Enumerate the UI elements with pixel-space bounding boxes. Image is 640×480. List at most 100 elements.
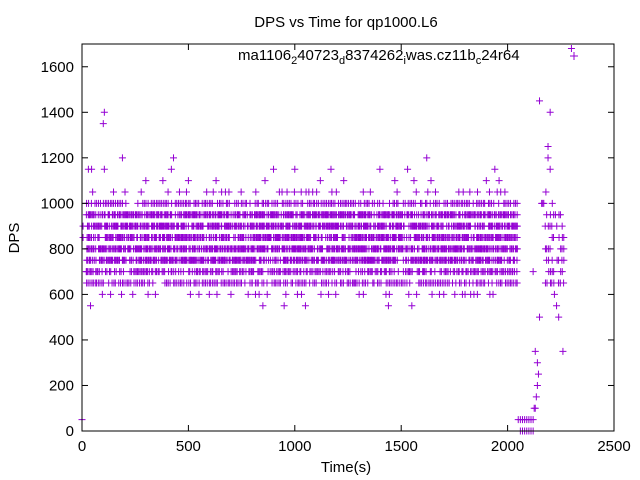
data-point <box>87 302 95 310</box>
data-point <box>384 302 392 310</box>
data-point <box>332 188 340 196</box>
data-point <box>550 268 558 276</box>
data-point <box>531 404 539 412</box>
data-point <box>424 188 432 196</box>
x-tick-label: 2000 <box>491 438 524 455</box>
data-point <box>558 222 566 230</box>
y-tick-label: 0 <box>66 423 74 440</box>
data-point <box>393 256 401 264</box>
data-point <box>461 290 469 298</box>
data-point <box>410 177 418 185</box>
x-axis-title: Time(s) <box>321 459 371 476</box>
data-point <box>366 188 374 196</box>
data-point <box>560 256 568 264</box>
data-point <box>327 165 335 173</box>
data-point <box>558 268 566 276</box>
data-point <box>513 211 521 219</box>
data-point <box>546 165 554 173</box>
data-point <box>170 154 178 162</box>
data-point <box>151 290 159 298</box>
y-tick-label: 400 <box>49 332 74 349</box>
data-point <box>332 290 340 298</box>
data-point <box>122 199 130 207</box>
data-point <box>473 290 481 298</box>
data-point <box>408 302 416 310</box>
data-point <box>532 393 540 401</box>
data-point <box>413 290 421 298</box>
data-point <box>88 165 96 173</box>
data-point <box>237 188 245 196</box>
data-point <box>534 370 542 378</box>
data-point <box>137 188 145 196</box>
data-point <box>553 302 561 310</box>
y-tick-label: 1000 <box>41 195 74 212</box>
data-point <box>391 177 399 185</box>
data-point <box>428 290 436 298</box>
data-point <box>451 290 459 298</box>
y-tick-label: 600 <box>49 286 74 303</box>
data-point <box>205 290 213 298</box>
legend-label: ma1106240723d8374262iwas.cz11bc24r64 <box>238 47 520 67</box>
data-point <box>301 302 309 310</box>
data-point <box>555 313 563 321</box>
data-point <box>459 188 467 196</box>
x-tick-label: 0 <box>78 438 86 455</box>
data-point <box>325 290 333 298</box>
data-point <box>560 245 568 253</box>
data-point <box>313 188 321 196</box>
data-point <box>513 199 521 207</box>
data-point <box>431 188 439 196</box>
data-point <box>359 290 367 298</box>
data-point <box>405 290 413 298</box>
data-point <box>291 165 299 173</box>
data-point <box>121 188 129 196</box>
data-point <box>513 279 521 287</box>
data-point <box>175 188 183 196</box>
plot-frame <box>81 43 615 432</box>
data-point <box>495 177 503 185</box>
data-point <box>213 290 221 298</box>
data-point <box>248 279 256 287</box>
data-point <box>209 188 217 196</box>
data-point <box>79 222 87 230</box>
data-point <box>79 234 87 241</box>
data-point <box>98 290 106 298</box>
data-point <box>550 290 558 298</box>
data-point <box>466 188 474 196</box>
data-point <box>119 268 127 276</box>
data-point <box>531 347 539 355</box>
data-point <box>164 279 172 287</box>
data-point <box>118 290 126 298</box>
y-axis-title: DPS <box>6 223 23 254</box>
data-point <box>282 290 290 298</box>
data-point <box>533 359 541 367</box>
scatter-points <box>78 45 575 435</box>
data-point <box>82 268 90 276</box>
data-point <box>255 290 263 298</box>
y-tick-label: 1400 <box>41 104 74 121</box>
data-point <box>359 188 367 196</box>
data-point <box>491 165 499 173</box>
data-point <box>212 177 220 185</box>
data-point <box>149 279 157 287</box>
legend-marker <box>570 52 578 60</box>
data-point <box>546 245 554 253</box>
data-point <box>513 234 521 241</box>
data-point <box>283 188 291 196</box>
data-point <box>350 279 358 287</box>
data-point <box>261 177 269 185</box>
data-point <box>489 290 497 298</box>
data-point <box>263 290 271 298</box>
data-point <box>252 188 260 196</box>
y-tick-label: 200 <box>49 377 74 394</box>
data-point <box>440 290 448 298</box>
data-point <box>95 234 103 241</box>
data-point <box>501 279 509 287</box>
y-tick-label: 1600 <box>41 59 74 76</box>
y-axis: 0 200 400 600 800 1000 1200 1400 1600 <box>41 59 614 440</box>
data-point <box>412 188 420 196</box>
data-point <box>270 165 278 173</box>
data-point <box>340 177 348 185</box>
data-point <box>540 199 548 207</box>
